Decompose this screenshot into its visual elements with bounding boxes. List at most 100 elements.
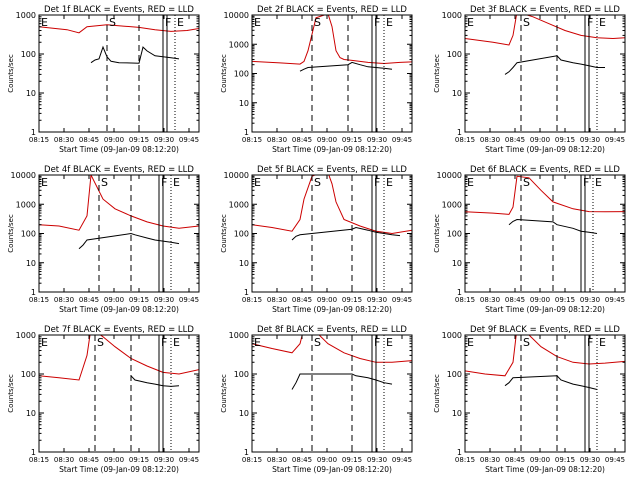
panel-title: Det 9f BLACK = Events, RED = LLD: [470, 325, 620, 335]
lld-series-line: [252, 175, 412, 235]
y-axis-label: Counts/sec: [7, 214, 15, 253]
y-tick-label: 1000: [16, 11, 36, 20]
y-tick-label: 1000: [229, 200, 249, 209]
panel-title: Det 1f BLACK = Events, RED = LLD: [44, 5, 194, 15]
x-axis-label: Start Time (09-Jan-09 08:12:20): [272, 145, 392, 154]
marker-label: S: [97, 336, 104, 349]
x-tick-label: 09:30: [367, 136, 387, 144]
x-tick-label: 08:15: [29, 456, 49, 464]
x-tick-label: 09:15: [555, 136, 575, 144]
y-tick-label: 1000: [229, 40, 249, 49]
x-axis-label: Start Time (09-Jan-09 08:12:20): [485, 305, 605, 314]
marker-label: E: [386, 16, 393, 29]
y-axis-label: Counts/sec: [433, 54, 441, 93]
marker-label: S: [314, 176, 321, 189]
y-axis-label: Counts/sec: [7, 374, 15, 413]
x-tick-label: 09:45: [179, 136, 199, 144]
y-tick-label: 100: [21, 370, 36, 379]
plot-frame: [464, 14, 626, 133]
y-tick-label: 1: [244, 128, 249, 137]
marker-label: E: [467, 16, 474, 29]
lld-series-line: [39, 175, 199, 231]
marker-label: E: [467, 176, 474, 189]
y-tick-label: 1: [244, 288, 249, 297]
x-tick-label: 09:45: [605, 136, 625, 144]
panel-title: Det 3f BLACK = Events, RED = LLD: [470, 5, 620, 15]
marker-label: E: [177, 16, 184, 29]
events-series-line: [90, 45, 180, 64]
events-series-line: [504, 375, 598, 390]
x-tick-label: 08:45: [292, 296, 312, 304]
y-tick-label: 10: [239, 259, 249, 268]
y-tick-label: 1: [457, 288, 462, 297]
marker-label: E: [41, 16, 48, 29]
marker-label: F: [587, 16, 593, 29]
x-axis-label: Start Time (09-Jan-09 08:12:20): [485, 145, 605, 154]
y-tick-label: 10000: [437, 171, 462, 180]
x-tick-label: 08:30: [267, 136, 287, 144]
x-tick-label: 08:30: [267, 456, 287, 464]
y-tick-label: 1000: [442, 200, 462, 209]
x-tick-label: 09:30: [367, 456, 387, 464]
marker-label: E: [173, 336, 180, 349]
marker-label: F: [374, 176, 380, 189]
y-axis-label: Counts/sec: [433, 374, 441, 413]
events-series-line: [299, 61, 393, 72]
x-tick-label: 09:00: [530, 456, 550, 464]
y-tick-label: 100: [234, 370, 249, 379]
x-tick-label: 09:00: [530, 136, 550, 144]
x-tick-label: 09:45: [392, 136, 412, 144]
series-group: [39, 175, 199, 250]
x-tick-label: 09:00: [104, 296, 124, 304]
x-tick-label: 08:15: [455, 456, 475, 464]
x-tick-label: 09:30: [367, 296, 387, 304]
x-tick-label: 08:15: [29, 296, 49, 304]
x-tick-label: 09:15: [342, 296, 362, 304]
marker-label: E: [254, 336, 261, 349]
marker-label: S: [109, 16, 116, 29]
y-axis-label: Counts/sec: [220, 374, 228, 413]
events-series-line: [291, 226, 401, 241]
lld-series-line: [465, 335, 625, 377]
y-axis-label: Counts/sec: [220, 214, 228, 253]
y-tick-label: 10: [452, 89, 462, 98]
y-tick-label: 100: [21, 230, 36, 239]
x-axis-label: Start Time (09-Jan-09 08:12:20): [272, 305, 392, 314]
x-tick-label: 08:30: [480, 296, 500, 304]
y-tick-label: 1000: [16, 331, 36, 340]
events-series-line: [504, 55, 605, 75]
x-axis-label: Start Time (09-Jan-09 08:12:20): [59, 305, 179, 314]
lld-series-line: [465, 175, 625, 215]
y-tick-label: 100: [447, 370, 462, 379]
plot-frame: [251, 14, 413, 133]
y-tick-label: 10: [239, 409, 249, 418]
x-tick-label: 08:15: [242, 296, 262, 304]
series-group: [465, 175, 625, 234]
x-tick-label: 08:15: [455, 296, 475, 304]
y-tick-label: 100: [447, 50, 462, 59]
x-tick-label: 08:30: [480, 456, 500, 464]
marker-label: E: [386, 176, 393, 189]
y-axis-label: Counts/sec: [7, 54, 15, 93]
lld-series-line: [39, 335, 199, 381]
x-tick-label: 09:00: [104, 136, 124, 144]
x-tick-label: 09:00: [530, 296, 550, 304]
series-group: [252, 335, 412, 390]
x-tick-label: 09:30: [580, 136, 600, 144]
y-tick-label: 100: [234, 70, 249, 79]
x-tick-label: 08:30: [267, 296, 287, 304]
y-tick-label: 10: [26, 89, 36, 98]
x-tick-label: 09:15: [342, 456, 362, 464]
plot-frame: [38, 14, 200, 133]
x-tick-label: 09:30: [154, 456, 174, 464]
panel-title: Det 4f BLACK = Events, RED = LLD: [44, 165, 194, 175]
x-tick-label: 09:30: [154, 296, 174, 304]
plot-frame: [251, 334, 413, 453]
y-tick-label: 10000: [224, 11, 249, 20]
x-tick-label: 08:30: [54, 136, 74, 144]
x-tick-label: 09:45: [392, 456, 412, 464]
